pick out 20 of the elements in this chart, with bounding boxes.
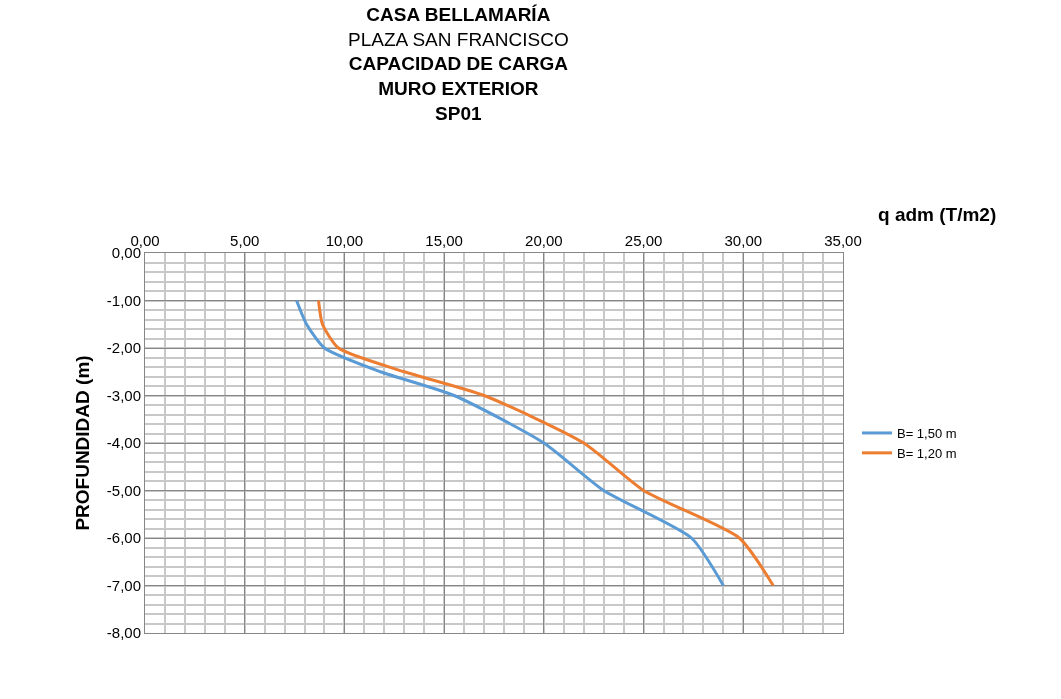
y-tick-label: -1,00 (106, 291, 141, 309)
x-tick-label: 25,00 (624, 232, 663, 249)
y-tick-label: -2,00 (106, 339, 141, 357)
y-tick-label: -3,00 (106, 386, 141, 404)
y-axis-title: PROFUNDIDAD (m) (71, 355, 93, 531)
y-tick-label: -8,00 (106, 624, 141, 642)
y-tick-label: -5,00 (106, 481, 141, 499)
x-tick-label: 5,00 (230, 232, 260, 249)
y-tick-label: -7,00 (106, 576, 141, 594)
y-tick-label: -6,00 (106, 529, 141, 547)
x-tick-label: 35,00 (824, 232, 862, 249)
x-tick-label: 15,00 (425, 232, 463, 249)
x-axis-title: q adm (T/m2) (878, 204, 997, 225)
y-tick-label: -4,00 (106, 434, 141, 452)
x-tick-label: 10,00 (325, 232, 364, 249)
chart-title: CASA BELLAMARÍA PLAZA SAN FRANCISCO CAPACIDAD DE CARGA MURO EXTERIOR SP01 (348, 3, 569, 124)
legend-label: B= 1,50 m (896, 426, 957, 442)
x-tick-label: 20,00 (525, 232, 563, 249)
legend-label: B= 1,20 m (896, 445, 957, 461)
x-tick-label: 30,00 (724, 232, 763, 249)
